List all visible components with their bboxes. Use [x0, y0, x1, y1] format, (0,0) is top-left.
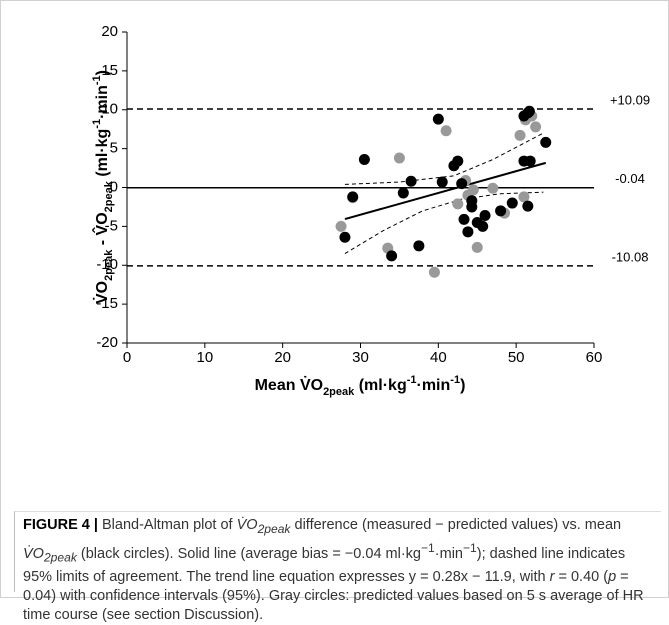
- caption-text: r: [549, 568, 555, 585]
- data-point: [477, 220, 489, 232]
- x-tick-label: 50: [508, 349, 525, 366]
- data-point: [471, 241, 483, 253]
- label-part: ): [460, 377, 465, 394]
- data-point: [540, 136, 552, 148]
- y-tick-label: -20: [96, 334, 118, 351]
- caption-text: −1: [462, 540, 477, 555]
- data-point: [397, 187, 409, 199]
- x-tick-label: 40: [430, 349, 447, 366]
- label-part: 2peak: [103, 180, 115, 212]
- data-point: [428, 266, 440, 278]
- data-point: [405, 175, 417, 187]
- data-point: [467, 184, 479, 196]
- x-tick-label: 20: [274, 349, 291, 366]
- x-tick-label: 0: [123, 349, 131, 366]
- reference-label: -0.04: [615, 171, 645, 186]
- y-tick-label: 20: [101, 23, 118, 40]
- caption-text: Bland-Altman plot of: [97, 517, 237, 533]
- y-tick-label: 0: [110, 178, 118, 195]
- label-part: -1: [407, 374, 417, 386]
- caption-text: = 0.40 (: [554, 568, 609, 585]
- label-part: V̇O: [93, 281, 111, 304]
- data-point: [432, 113, 444, 125]
- label-part: (ml·kg: [94, 129, 111, 181]
- label-part: ·min: [94, 85, 111, 119]
- data-point: [522, 200, 534, 212]
- trend-line: [344, 161, 547, 221]
- data-point: [506, 197, 518, 209]
- data-point: [479, 209, 491, 221]
- data-point: [530, 121, 542, 133]
- y-tick-label: -15: [96, 295, 118, 312]
- y-tick-label: 10: [101, 101, 118, 118]
- data-point: [413, 240, 425, 252]
- caption-text: p: [608, 568, 617, 585]
- y-tick-label: 5: [110, 140, 118, 157]
- chart: V̇O2peak - V̂O2peak (ml·kg-1·min-1) Mean…: [91, 23, 650, 398]
- caption-text: (black circles). Solid line (average bia…: [76, 545, 421, 562]
- y-axis-label: V̇O2peak - V̂O2peak (ml·kg-1·min-1): [91, 70, 115, 304]
- data-point: [436, 176, 448, 188]
- data-point: [452, 155, 464, 167]
- data-point: [456, 178, 468, 190]
- data-point: [523, 105, 535, 117]
- label-part: V̂O: [91, 212, 111, 235]
- label-part: -1: [91, 75, 103, 85]
- label-part: 2peak: [323, 386, 355, 398]
- caption: FIGURE 4 | Bland-Altman plot of V̇O2peak…: [14, 511, 661, 623]
- data-point: [495, 205, 507, 217]
- reference-label: +10.09: [610, 92, 650, 107]
- x-tick-label: 60: [586, 349, 603, 366]
- caption-text: −1: [421, 540, 435, 555]
- caption-text: ·min: [434, 545, 463, 562]
- caption-text: 2peak: [257, 521, 291, 536]
- label-part: ): [94, 70, 111, 75]
- x-tick-label: 10: [196, 349, 213, 366]
- data-point: [358, 154, 370, 166]
- data-point: [347, 191, 359, 203]
- data-point: [487, 182, 499, 194]
- data-point: [462, 226, 474, 238]
- data-point: [386, 250, 398, 262]
- caption-text: ); dashed line indicates 95% limits of a…: [23, 545, 626, 585]
- label-part: Mean V̇O: [255, 376, 323, 394]
- data-point: [458, 213, 470, 225]
- confidence-band: [344, 132, 544, 185]
- data-point: [518, 191, 530, 203]
- data-point: [335, 220, 347, 232]
- x-axis-label: Mean V̇O2peak (ml·kg-1·min-1): [255, 374, 466, 398]
- label-part: -1: [450, 374, 460, 386]
- caption-text: difference (measured − predicted values)…: [290, 517, 622, 533]
- caption-text: V̇O: [23, 545, 44, 562]
- reference-label: -10.08: [612, 249, 649, 264]
- label-part: -: [94, 235, 111, 249]
- caption-label: FIGURE 4 |: [23, 517, 98, 533]
- y-tick-label: 15: [101, 62, 118, 79]
- label-part: (ml·kg: [354, 377, 406, 394]
- y-tick-label: -5: [105, 217, 118, 234]
- caption-text: V̇O: [236, 517, 258, 533]
- label-part: ·min: [417, 377, 451, 394]
- data-point: [524, 155, 536, 167]
- data-point: [440, 125, 452, 137]
- caption-text: 2peak: [43, 550, 77, 565]
- y-tick-label: -10: [96, 256, 118, 273]
- data-point: [466, 201, 478, 213]
- confidence-band: [344, 191, 544, 255]
- label-part: 2peak: [103, 249, 115, 281]
- data-point: [452, 198, 464, 210]
- data-point: [514, 129, 526, 141]
- label-part: -1: [91, 119, 103, 129]
- data-point: [339, 231, 351, 243]
- x-tick-label: 30: [352, 349, 369, 366]
- data-point: [393, 152, 405, 164]
